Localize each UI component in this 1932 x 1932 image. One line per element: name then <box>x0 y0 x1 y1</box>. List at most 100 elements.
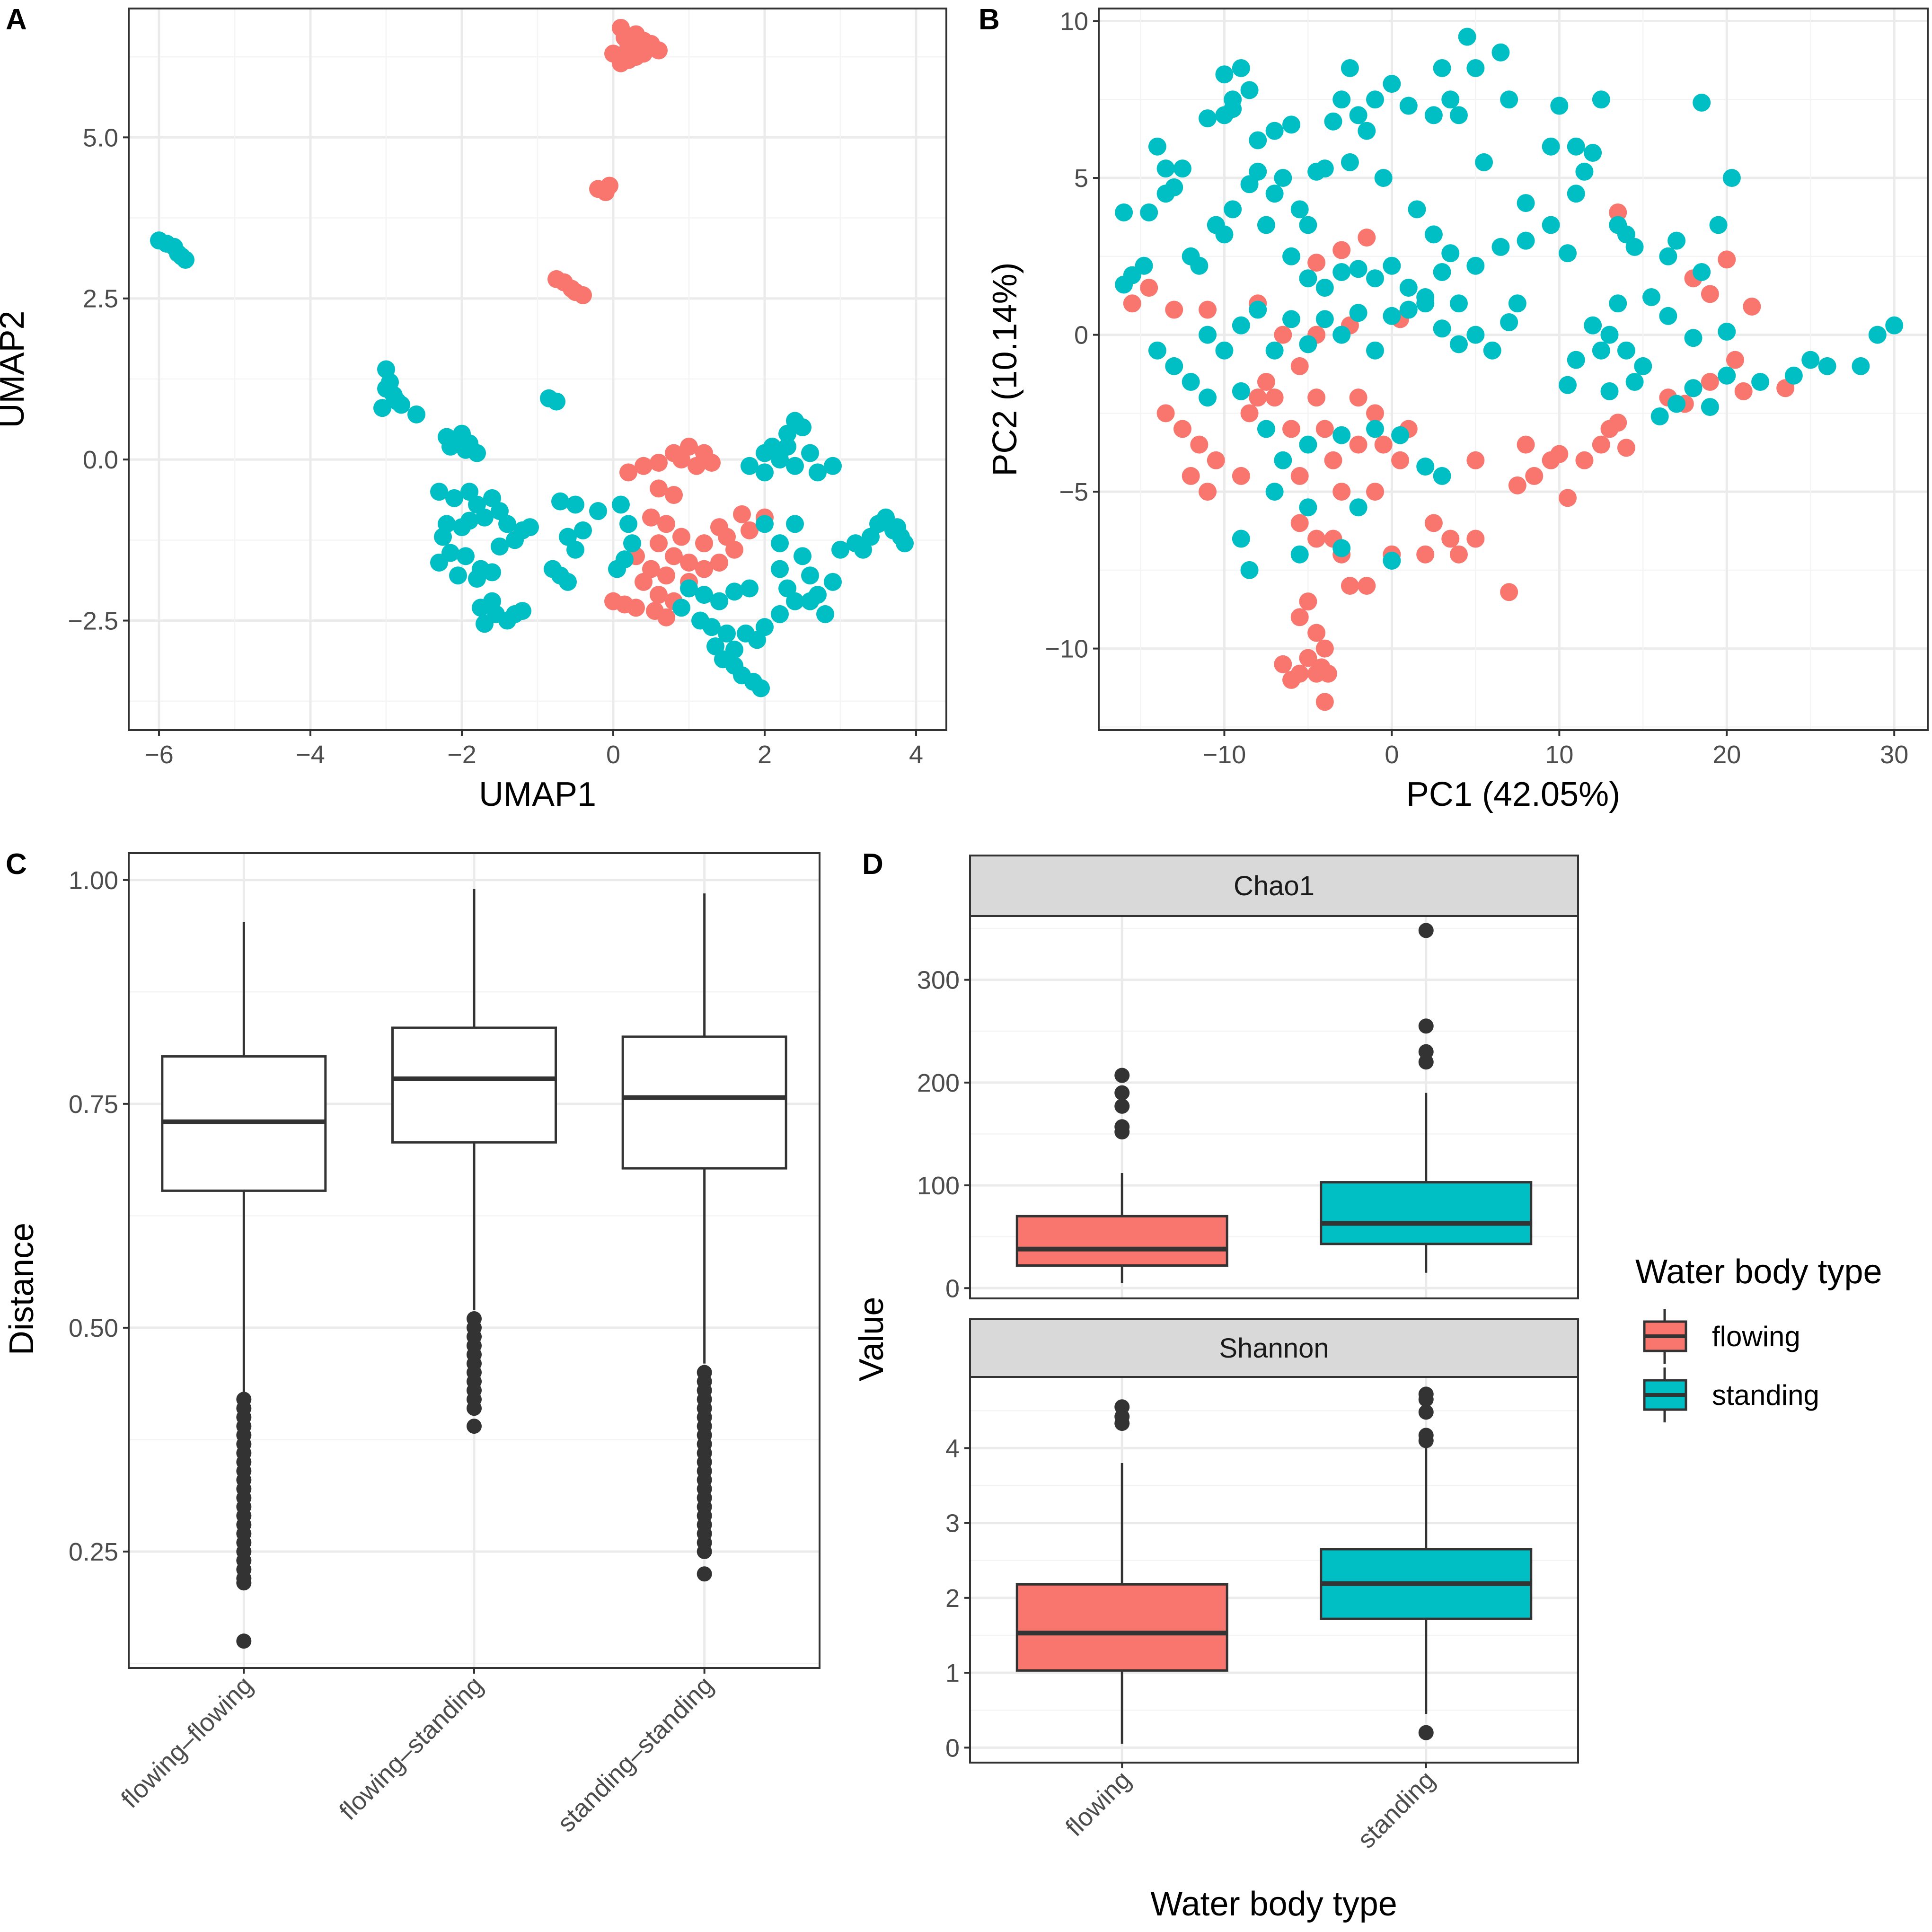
b-point-flowing <box>1257 373 1275 391</box>
b-point-standing <box>1290 200 1309 219</box>
b-point-flowing <box>1726 351 1744 369</box>
c-y-tick-label: 1.00 <box>69 866 118 895</box>
a-point-standing <box>680 579 698 598</box>
b-point-standing <box>1667 231 1686 250</box>
b-point-standing <box>1232 529 1250 548</box>
b-point-standing <box>1684 379 1703 397</box>
a-point-standing <box>741 457 759 475</box>
b-point-standing <box>1148 137 1166 156</box>
b-point-standing <box>1173 159 1191 178</box>
a-point-flowing <box>657 566 675 585</box>
b-point-standing <box>1818 357 1836 375</box>
d-box-body <box>1015 1583 1228 1672</box>
b-point-standing <box>1366 90 1384 109</box>
d-y-axis-title: Value <box>853 1297 891 1382</box>
b-point-standing <box>1449 294 1468 313</box>
b-point-flowing <box>1173 420 1191 438</box>
a-point-flowing <box>657 515 675 533</box>
b-point-standing <box>1466 59 1485 77</box>
b-point-flowing <box>1508 476 1526 494</box>
b-y-axis-title: PC2 (10.14%) <box>986 262 1024 476</box>
b-point-standing <box>1265 483 1284 501</box>
d-box-flowing <box>1015 1399 1228 1744</box>
d-outlier <box>1418 1386 1434 1402</box>
a-point-standing <box>559 573 577 591</box>
c-y-tick-label: 0.25 <box>69 1538 118 1566</box>
d-x-axis-title: Water body type <box>1150 1885 1397 1923</box>
d-outlier <box>1418 923 1434 938</box>
a-point-standing <box>441 437 459 456</box>
b-point-standing <box>1299 269 1317 288</box>
panel-label-c: C <box>6 848 27 881</box>
b-point-standing <box>1475 153 1493 171</box>
a-x-tick-label: −2 <box>447 741 476 769</box>
b-point-standing <box>1650 407 1669 425</box>
b-point-flowing <box>1315 639 1334 658</box>
b-point-flowing <box>1701 285 1719 303</box>
b-point-standing <box>1232 382 1250 400</box>
a-grid <box>129 9 946 730</box>
b-point-flowing <box>1592 435 1610 454</box>
d-outlier <box>1114 1098 1130 1114</box>
b-point-standing <box>1625 238 1644 256</box>
a-point-flowing <box>642 508 660 527</box>
a-point-flowing <box>627 48 645 66</box>
d-y-tick-label: 0 <box>945 1274 960 1303</box>
a-point-standing <box>854 540 872 559</box>
b-point-standing <box>1399 300 1418 319</box>
b-point-standing <box>1349 260 1367 278</box>
b-point-standing <box>1215 225 1234 244</box>
b-point-flowing <box>1290 357 1309 375</box>
d-strip-label: Chao1 <box>1234 871 1314 901</box>
a-point-standing <box>794 418 812 437</box>
a-point-flowing <box>619 463 637 482</box>
b-x-axis-title: PC1 (42.05%) <box>1406 776 1620 813</box>
b-point-standing <box>1424 225 1443 244</box>
b-y-tick-label: 0 <box>1074 321 1088 350</box>
b-point-standing <box>1349 498 1367 517</box>
d-strip-label: Shannon <box>1219 1333 1329 1364</box>
a-points <box>150 18 914 697</box>
c-box-body <box>391 1026 557 1144</box>
b-point-standing <box>1232 59 1250 77</box>
b-point-flowing <box>1265 388 1284 407</box>
a-point-standing <box>176 251 194 269</box>
a-point-standing <box>608 560 626 578</box>
b-point-standing <box>1542 137 1560 156</box>
a-point-standing <box>457 547 475 565</box>
b-point-standing <box>1282 115 1301 134</box>
b-point-standing <box>1240 561 1259 579</box>
a-x-tick-label: 2 <box>758 741 772 769</box>
d-y-tick-label: 3 <box>945 1509 960 1538</box>
b-point-flowing <box>1617 439 1635 457</box>
b-y-tick-label: −5 <box>1059 478 1088 506</box>
a-point-standing <box>725 582 743 601</box>
a-point-standing <box>430 483 448 501</box>
b-point-flowing <box>1441 529 1460 548</box>
b-point-flowing <box>1290 467 1309 485</box>
a-point-standing <box>623 534 641 553</box>
b-point-standing <box>1441 90 1460 109</box>
a-point-standing <box>786 515 804 533</box>
d-panel-border <box>969 1376 1579 1764</box>
b-point-standing <box>1625 373 1644 391</box>
b-point-flowing <box>1743 297 1761 316</box>
b-x-tick-label: 10 <box>1545 741 1573 769</box>
a-point-flowing <box>680 553 698 572</box>
b-point-standing <box>1148 341 1166 360</box>
b-point-standing <box>1868 326 1887 344</box>
b-point-flowing <box>1609 203 1627 221</box>
a-point-standing <box>449 566 467 585</box>
a-point-flowing <box>695 534 713 553</box>
b-point-standing <box>1366 420 1384 438</box>
b-point-standing <box>1315 159 1334 178</box>
b-point-standing <box>1584 316 1602 335</box>
a-point-standing <box>430 553 448 572</box>
a-point-standing <box>476 508 494 527</box>
b-point-standing <box>1718 322 1736 341</box>
b-point-flowing <box>1332 483 1351 501</box>
b-point-standing <box>1575 162 1594 181</box>
a-point-flowing <box>741 521 759 539</box>
b-point-standing <box>1441 244 1460 263</box>
b-point-flowing <box>1466 451 1485 469</box>
